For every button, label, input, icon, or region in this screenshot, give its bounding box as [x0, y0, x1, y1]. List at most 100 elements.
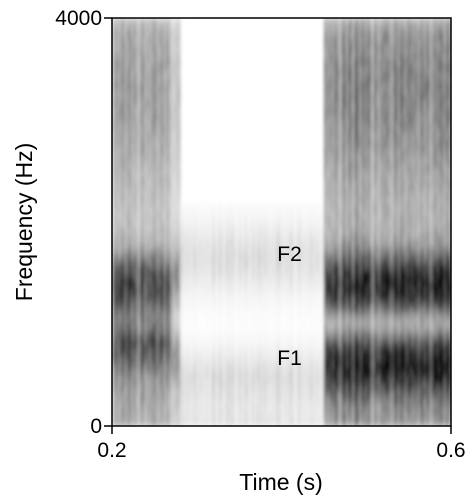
spectrogram-cell: [130, 372, 133, 379]
spectrogram-cell: [264, 330, 267, 337]
spectrogram-cell: [206, 240, 209, 247]
spectrogram-cell: [198, 390, 201, 397]
spectrogram-cell: [282, 378, 285, 385]
spectrogram-cell: [238, 270, 241, 277]
spectrogram-cell: [294, 342, 297, 349]
spectrogram-cell: [268, 360, 271, 367]
spectrogram-cell: [284, 222, 287, 229]
spectrogram-cell: [174, 126, 177, 133]
spectrogram-cell: [138, 48, 141, 55]
spectrogram-cell: [170, 384, 173, 391]
spectrogram-cell: [262, 222, 265, 229]
spectrogram-cell: [196, 300, 199, 307]
spectrogram-cell: [312, 342, 315, 349]
spectrogram-cell: [148, 336, 151, 343]
spectrogram-cell: [270, 348, 273, 355]
spectrogram-cell: [134, 90, 137, 97]
spectrogram-cell: [170, 108, 173, 115]
spectrogram-cell: [196, 222, 199, 229]
spectrogram-cell: [136, 150, 139, 157]
spectrogram-cell: [154, 234, 157, 241]
spectrogram-cell: [324, 120, 327, 127]
spectrogram-cell: [170, 306, 173, 313]
spectrogram-cell: [166, 36, 169, 43]
spectrogram-cell: [234, 288, 237, 295]
spectrogram-cell: [186, 390, 189, 397]
spectrogram-cell: [124, 60, 127, 67]
spectrogram-cell: [306, 402, 309, 409]
spectrogram-cell: [296, 312, 299, 319]
spectrogram-cell: [320, 342, 323, 349]
spectrogram-cell: [144, 84, 147, 91]
spectrogram-cell: [242, 360, 245, 367]
spectrogram-cell: [154, 300, 157, 307]
spectrogram-cell: [138, 198, 141, 205]
spectrogram-cell: [194, 294, 197, 301]
spectrogram-cell: [150, 414, 153, 421]
spectrogram-cell: [320, 420, 323, 426]
spectrogram-cell: [164, 420, 167, 426]
spectrogram-cell: [246, 246, 249, 253]
spectrogram-cell: [232, 384, 235, 391]
spectrogram-cell: [284, 348, 287, 355]
spectrogram-cell: [168, 108, 171, 115]
spectrogram-cell: [256, 270, 259, 277]
spectrogram-cell: [304, 324, 307, 331]
spectrogram-cell: [250, 354, 253, 361]
spectrogram-cell: [284, 270, 287, 277]
spectrogram-cell: [138, 216, 141, 223]
spectrogram-cell: [146, 18, 149, 25]
spectrogram-cell: [178, 198, 181, 205]
spectrogram-cell: [268, 294, 271, 301]
spectrogram-cell: [162, 390, 165, 397]
spectrogram-cell: [154, 108, 157, 115]
spectrogram-cell: [174, 78, 177, 85]
spectrogram-cell: [256, 276, 259, 283]
spectrogram-cell: [126, 96, 129, 103]
spectrogram-cell: [160, 390, 163, 397]
spectrogram-cell: [314, 366, 317, 373]
spectrogram-cell: [312, 306, 315, 313]
spectrogram-cell: [162, 270, 165, 277]
spectrogram-cell: [184, 234, 187, 241]
spectrogram-cell: [198, 228, 201, 235]
spectrogram-cell: [206, 312, 209, 319]
spectrogram-cell: [156, 264, 159, 271]
spectrogram-cell: [186, 402, 189, 409]
spectrogram-cell: [312, 408, 315, 415]
spectrogram-cell: [170, 204, 173, 211]
spectrogram-cell: [280, 414, 283, 421]
spectrogram-cell: [264, 402, 267, 409]
spectrogram-cell: [184, 240, 187, 247]
spectrogram-cell: [224, 384, 227, 391]
spectrogram-cell: [176, 186, 179, 193]
spectrogram-cell: [192, 264, 195, 271]
spectrogram-cell: [146, 414, 149, 421]
spectrogram-cell: [302, 252, 305, 259]
spectrogram-cell: [184, 414, 187, 421]
spectrogram-cell: [198, 288, 201, 295]
spectrogram-cell: [256, 312, 259, 319]
spectrogram-cell: [202, 330, 205, 337]
spectrogram-cell: [130, 192, 133, 199]
spectrogram-cell: [144, 390, 147, 397]
spectrogram-cell: [196, 378, 199, 385]
spectrogram-cell: [248, 420, 251, 426]
spectrogram-cell: [164, 66, 167, 73]
spectrogram-cell: [282, 234, 285, 241]
spectrogram-cell: [304, 252, 307, 259]
spectrogram-cell: [244, 414, 247, 421]
spectrogram-cell: [116, 24, 119, 31]
spectrogram-cell: [162, 162, 165, 169]
spectrogram-cell: [192, 258, 195, 265]
spectrogram-cell: [260, 408, 263, 415]
spectrogram-cell: [188, 366, 191, 373]
spectrogram-cell: [130, 216, 133, 223]
spectrogram-cell: [122, 156, 125, 163]
spectrogram-cell: [194, 384, 197, 391]
spectrogram-cell: [236, 204, 239, 211]
spectrogram-cell: [120, 78, 123, 85]
spectrogram-cell: [194, 204, 197, 211]
spectrogram-cell: [290, 348, 293, 355]
spectrogram-cell: [314, 288, 317, 295]
